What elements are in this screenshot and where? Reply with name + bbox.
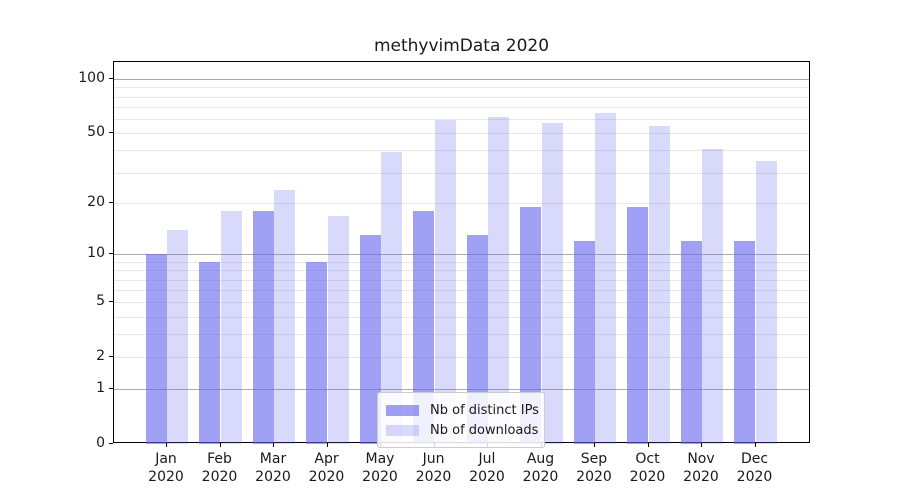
bar-distinct-ips-feb [199, 262, 221, 444]
bar-downloads-mar [274, 189, 296, 444]
xtick-label-oct: Oct 2020 [629, 451, 666, 485]
xtick-mark-nov [701, 443, 702, 447]
bar-downloads-apr [327, 215, 349, 444]
gridline-minor-20 [114, 203, 809, 205]
xtick-mark-oct [647, 443, 649, 447]
ytick-label-0: 0 [96, 435, 105, 451]
bar-distinct-ips-sep [573, 241, 595, 444]
legend-label-downloads: Nb of downloads [430, 422, 539, 438]
gridline-minor-50 [114, 133, 809, 135]
bar-downloads-dec [755, 160, 777, 444]
xtick-label-feb: Feb 2020 [201, 451, 238, 485]
gridline-minor-30 [114, 172, 809, 174]
bar-downloads-nov [702, 148, 724, 444]
ytick-mark-1 [109, 388, 113, 390]
plot-area: Nb of distinct IPs Nb of downloads [113, 61, 810, 448]
legend-swatch-downloads [386, 424, 419, 436]
gridline-minor-80 [114, 96, 809, 98]
legend-item-distinct-ips: Nb of distinct IPs [386, 400, 539, 420]
ytick-label-2: 2 [96, 348, 105, 365]
xtick-label-sep: Sep 2020 [576, 451, 612, 485]
xtick-label-mar: Mar 2020 [255, 451, 291, 485]
ytick-mark-100 [109, 78, 113, 80]
gridline-minor-40 [114, 150, 809, 152]
bar-distinct-ips-jul [466, 235, 488, 444]
legend-swatch-distinct-ips [386, 404, 419, 416]
gridline-major-1 [114, 389, 809, 391]
ytick-mark-50 [109, 132, 113, 134]
bar-downloads-jul [488, 116, 510, 444]
bar-downloads-sep [595, 112, 617, 444]
gridline-major-10 [114, 254, 809, 256]
xtick-label-aug: Aug 2020 [522, 451, 559, 485]
gridline-major-100 [114, 79, 809, 81]
xtick-mark-mar [273, 443, 274, 447]
gridline-minor-60 [114, 119, 809, 121]
xtick-mark-dec [754, 443, 756, 447]
bar-downloads-oct [648, 125, 670, 444]
bar-distinct-ips-jun [413, 211, 435, 444]
gridline-minor-4 [114, 316, 809, 318]
bar-downloads-feb [220, 211, 242, 444]
legend-label-distinct-ips: Nb of distinct IPs [430, 402, 539, 418]
ytick-mark-0 [109, 443, 113, 444]
ytick-mark-2 [109, 356, 113, 358]
legend-item-downloads: Nb of downloads [386, 420, 539, 440]
ytick-label-20: 20 [87, 194, 105, 211]
legend: Nb of distinct IPs Nb of downloads [377, 392, 545, 448]
gridline-minor-8 [114, 270, 809, 272]
gridline-minor-70 [114, 107, 809, 109]
ytick-label-1: 1 [96, 380, 105, 397]
bar-distinct-ips-mar [252, 211, 274, 444]
gridline-minor-5 [114, 302, 809, 304]
xtick-label-jun: Jun 2020 [415, 451, 452, 485]
gridline-minor-7 [114, 279, 809, 281]
ytick-label-5: 5 [96, 293, 105, 310]
bar-downloads-jan [167, 229, 189, 444]
ytick-mark-10 [109, 253, 113, 255]
xtick-mark-apr [326, 443, 328, 447]
gridline-minor-90 [114, 87, 809, 89]
xtick-label-nov: Nov 2020 [683, 451, 719, 485]
bar-distinct-ips-nov [680, 241, 702, 444]
xtick-mark-jan [166, 443, 167, 447]
xtick-label-dec: Dec 2020 [736, 451, 773, 485]
gridline-minor-6 [114, 290, 809, 292]
gridline-minor-2 [114, 357, 809, 359]
gridline-minor-3 [114, 334, 809, 336]
xtick-label-jan: Jan 2020 [148, 451, 184, 485]
bar-downloads-may [381, 152, 403, 444]
xtick-label-apr: Apr 2020 [308, 451, 345, 485]
bar-distinct-ips-may [359, 235, 381, 444]
chart-title: methyvimData 2020 [373, 36, 550, 56]
xtick-mark-feb [219, 443, 221, 447]
ytick-label-10: 10 [87, 245, 105, 262]
bar-downloads-jun [434, 120, 456, 444]
ytick-label-50: 50 [87, 124, 105, 141]
bar-distinct-ips-oct [627, 207, 649, 444]
xtick-label-jul: Jul 2020 [469, 451, 505, 485]
bar-distinct-ips-apr [306, 262, 328, 444]
gridline-minor-9 [114, 262, 809, 263]
xtick-label-may: May 2020 [362, 451, 398, 485]
bar-downloads-aug [541, 123, 563, 444]
bar-distinct-ips-dec [734, 241, 756, 444]
bar-distinct-ips-jan [145, 254, 167, 444]
ytick-label-100: 100 [78, 70, 105, 87]
xtick-mark-sep [594, 443, 595, 447]
ytick-mark-20 [109, 202, 113, 204]
bar-distinct-ips-aug [520, 207, 542, 444]
ytick-mark-5 [109, 301, 113, 303]
